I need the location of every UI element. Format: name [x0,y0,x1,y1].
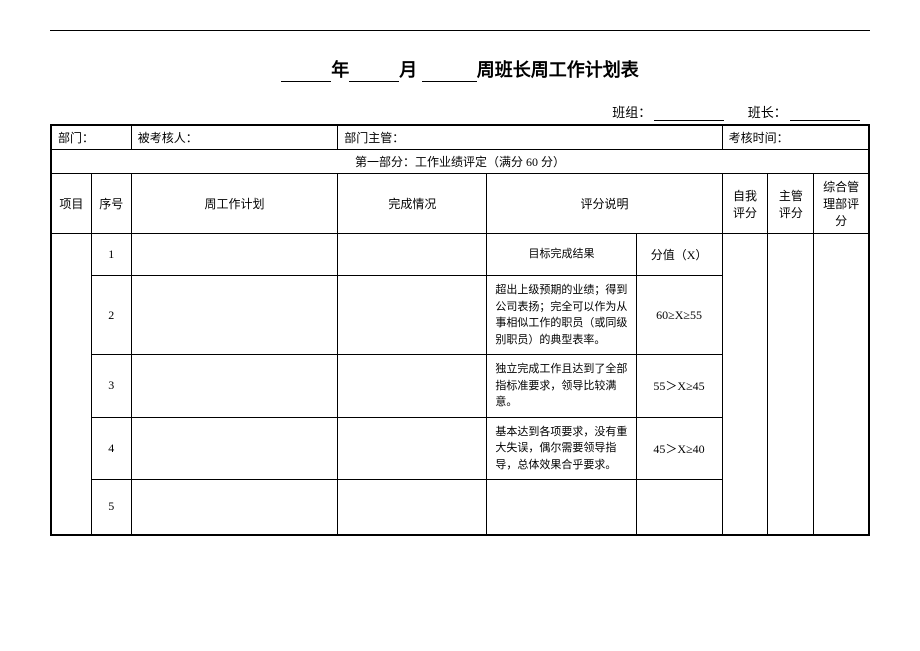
dept-cell: 部门： [51,125,131,150]
completion-cell [338,276,487,355]
year-blank [281,64,331,82]
assessee-cell: 被考核人： [131,125,337,150]
document-title: 年 月 周班长周工作计划表 [50,56,870,82]
col-supervisor-score: 主管评分 [768,174,814,234]
col-seq: 序号 [91,174,131,234]
plan-cell [131,276,337,355]
section-header: 第一部分：工作业绩评定（满分 60 分） [51,150,869,174]
seq-cell: 3 [91,355,131,418]
mgmt-score-cell [814,234,869,535]
project-cell [51,234,91,535]
col-plan: 周工作计划 [131,174,337,234]
meta-row: 部门： 被考核人： 部门主管： 考核时间： [51,125,869,150]
col-project: 项目 [51,174,91,234]
supervisor-cell: 部门主管： [338,125,722,150]
assess-time-cell: 考核时间： [722,125,869,150]
completion-cell [338,480,487,535]
top-divider [50,30,870,31]
seq-cell: 4 [91,417,131,480]
self-score-cell [722,234,768,535]
completion-cell [338,234,487,276]
supervisor-score-cell [768,234,814,535]
completion-cell [338,355,487,418]
eval-desc-cell: 目标完成结果 [487,234,636,276]
plan-cell [131,355,337,418]
col-self-score: 自我评分 [722,174,768,234]
eval-val-cell: 分值（X） [636,234,722,276]
table-row: 1 目标完成结果 分值（X） [51,234,869,276]
team-blank [654,107,724,121]
month-blank [349,64,399,82]
eval-desc-cell: 基本达到各项要求，没有重大失误，偶尔需要领导指导，总体效果合乎要求。 [487,417,636,480]
section-header-row: 第一部分：工作业绩评定（满分 60 分） [51,150,869,174]
seq-cell: 5 [91,480,131,535]
eval-val-cell: 45＞X≥40 [636,417,722,480]
team-label: 班组： [612,105,651,120]
col-completion: 完成情况 [338,174,487,234]
month-unit: 月 [399,60,417,80]
eval-val-cell: 55＞X≥45 [636,355,722,418]
week-blank [422,64,477,82]
eval-desc-cell: 独立完成工作且达到了全部指标准要求，领导比较满意。 [487,355,636,418]
plan-cell [131,234,337,276]
plan-table: 部门： 被考核人： 部门主管： 考核时间： 第一部分：工作业绩评定（满分 60 … [50,124,870,536]
eval-val-cell [636,480,722,535]
leader-label: 班长： [748,105,787,120]
seq-cell: 1 [91,234,131,276]
year-unit: 年 [331,60,349,80]
seq-cell: 2 [91,276,131,355]
completion-cell [338,417,487,480]
plan-cell [131,480,337,535]
col-mgmt-score: 综合管理部评分 [814,174,869,234]
info-line: 班组： 班长： [50,102,870,121]
eval-desc-cell [487,480,636,535]
leader-blank [790,107,860,121]
eval-desc-cell: 超出上级预期的业绩；得到公司表扬；完全可以作为从事相似工作的职员（或同级别职员）… [487,276,636,355]
plan-cell [131,417,337,480]
title-suffix: 周班长周工作计划表 [477,60,639,80]
column-header-row: 项目 序号 周工作计划 完成情况 评分说明 自我评分 主管评分 综合管理部评分 [51,174,869,234]
col-eval-desc: 评分说明 [487,174,722,234]
eval-val-cell: 60≥X≥55 [636,276,722,355]
